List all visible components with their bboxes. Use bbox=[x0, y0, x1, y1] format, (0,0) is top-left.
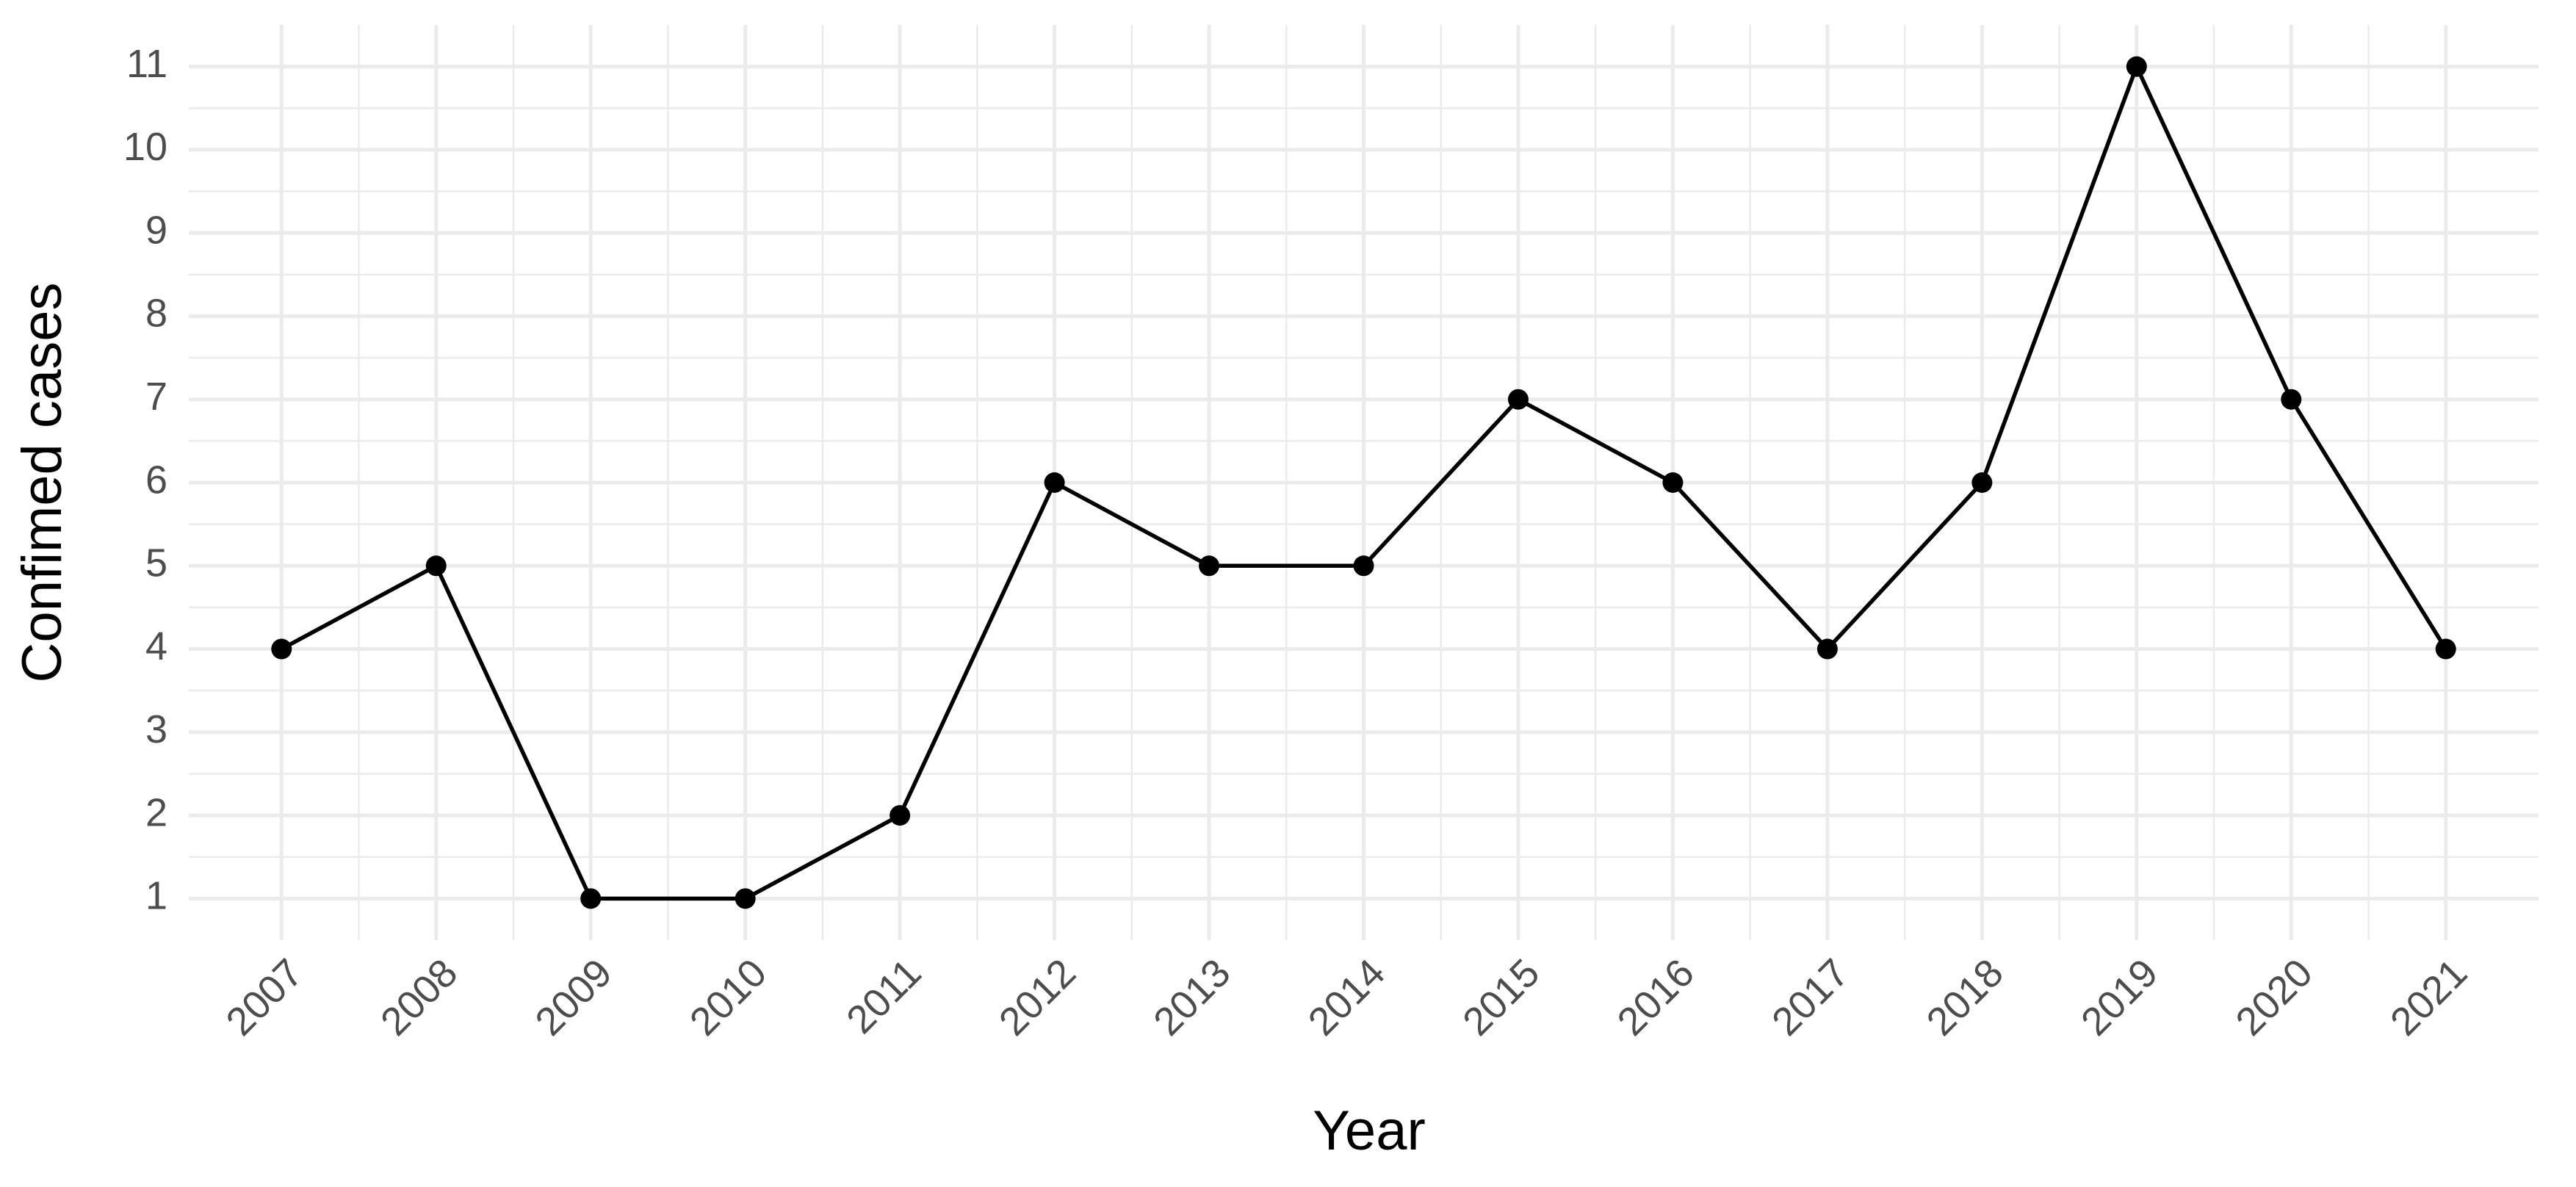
data-point bbox=[580, 888, 602, 909]
x-tick-label: 2009 bbox=[527, 950, 620, 1044]
data-point bbox=[735, 888, 756, 909]
data-point bbox=[1816, 638, 1838, 660]
data-point bbox=[2126, 56, 2147, 77]
y-tick-label: 5 bbox=[145, 541, 167, 585]
x-tick-label: 2018 bbox=[1919, 950, 2012, 1044]
y-tick-label: 6 bbox=[145, 458, 167, 502]
data-point bbox=[271, 638, 292, 660]
x-tick-label: 2014 bbox=[1300, 950, 1393, 1044]
x-tick-label: 2007 bbox=[217, 950, 311, 1044]
x-tick-label: 2012 bbox=[991, 950, 1084, 1044]
x-tick-label: 2016 bbox=[1609, 950, 1703, 1044]
x-tick-label: 2008 bbox=[372, 950, 466, 1044]
data-point bbox=[425, 555, 447, 577]
y-tick-label: 4 bbox=[145, 624, 167, 668]
data-point bbox=[1353, 555, 1374, 577]
grid bbox=[189, 25, 2539, 940]
data-point bbox=[2281, 389, 2302, 410]
x-tick-label: 2013 bbox=[1145, 950, 1238, 1044]
data-point bbox=[1199, 555, 1220, 577]
data-point bbox=[1507, 389, 1529, 410]
y-tick-label: 1 bbox=[145, 874, 167, 918]
data-point bbox=[2435, 638, 2456, 660]
x-tick-label: 2020 bbox=[2227, 950, 2320, 1044]
data-point bbox=[1044, 472, 1065, 493]
x-tick-label: 2011 bbox=[838, 950, 930, 1042]
x-tick-label: 2019 bbox=[2073, 950, 2166, 1044]
x-tick-label: 2017 bbox=[1764, 950, 1857, 1044]
y-tick-label: 8 bbox=[145, 292, 167, 336]
data-point bbox=[890, 805, 911, 826]
y-tick-label: 11 bbox=[126, 42, 167, 86]
y-tick-label: 10 bbox=[123, 125, 167, 169]
x-axis-title: Year bbox=[1313, 1100, 1426, 1162]
x-tick-label: 2010 bbox=[682, 950, 775, 1044]
x-tick-label: 2015 bbox=[1454, 950, 1548, 1044]
x-tick-label: 2021 bbox=[2382, 950, 2475, 1044]
y-tick-label: 7 bbox=[145, 375, 167, 419]
data-point bbox=[1662, 472, 1684, 493]
y-tick-label: 2 bbox=[145, 790, 167, 834]
plot-marks bbox=[271, 56, 2456, 909]
y-axis-title: Confimed cases bbox=[11, 283, 73, 683]
data-point bbox=[1971, 472, 1993, 493]
y-tick-label: 3 bbox=[145, 707, 167, 751]
y-tick-label: 9 bbox=[145, 208, 167, 252]
